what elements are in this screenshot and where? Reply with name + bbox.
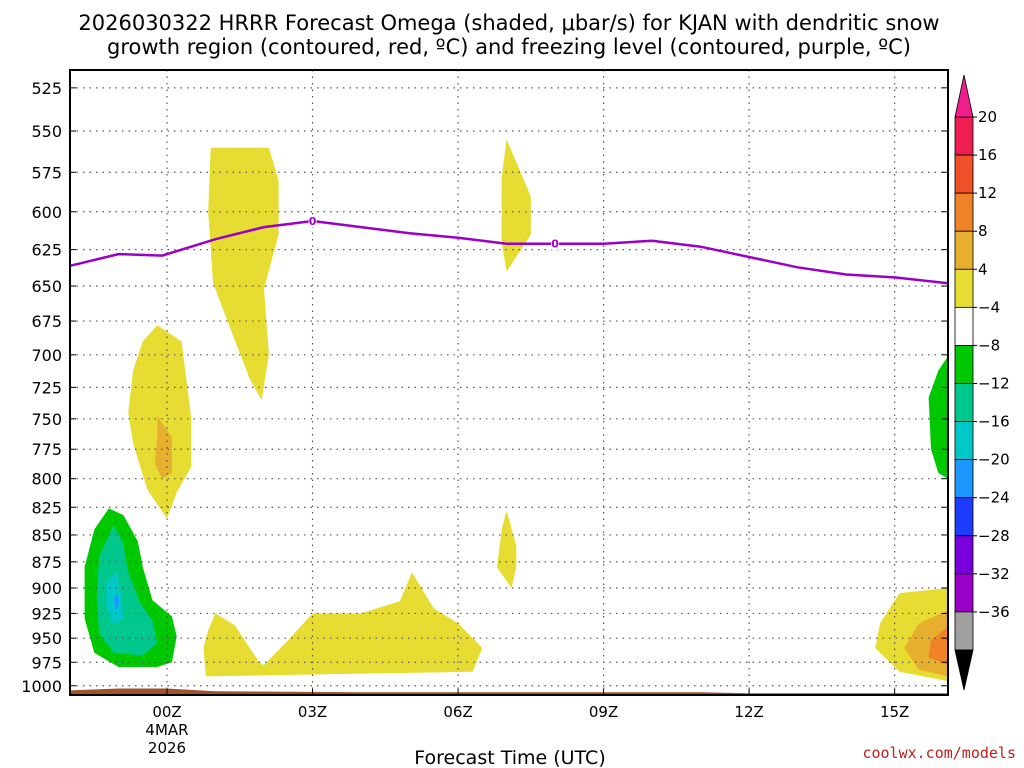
y-tick-label: 575 [31,163,62,182]
colorbar-label: −4 [978,298,1000,316]
omega-region-upward-core-peak [113,593,120,611]
y-tick-label: 600 [31,203,62,222]
colorbar-label: 4 [978,260,988,278]
colorbar-label: 20 [978,108,997,126]
freezing-level-line [69,219,949,285]
y-tick-label: 550 [31,122,62,141]
colorbar-swatch [954,573,974,613]
colorbar-bottom-triangle [954,649,974,691]
colorbar-swatch [954,497,974,537]
y-tick-label: 850 [31,526,62,545]
colorbar-swatch [954,154,974,194]
terrain-band [70,688,948,695]
colorbar-label: −20 [978,451,1010,469]
freezing-label-bg [551,237,560,250]
y-tick-label: 800 [31,470,62,489]
colorbar-swatch [954,116,974,156]
x-tick-label: 09Z [589,703,618,721]
y-tick-label: 825 [31,498,62,517]
chart-title-line1: 2026030322 HRRR Forecast Omega (shaded, … [78,11,939,35]
colorbar-label: −12 [978,375,1010,393]
omega-region-downward-left-upper-core [154,416,172,479]
omega-region-downward-sliver-07z [496,510,517,588]
x-tick-date: 4MAR [145,721,188,739]
x-tick-label: 00Z [152,703,181,721]
colorbar-label: −8 [978,336,1000,354]
colorbar-label: 8 [978,222,988,240]
x-tick-label: 15Z [880,703,909,721]
omega-region-downward-column-02z [208,147,279,401]
plot-area [70,139,948,695]
colorbar-swatch [954,192,974,232]
y-tick-label: 750 [31,410,62,429]
y-tick-label: 700 [31,346,62,365]
colorbar-swatch [954,459,974,499]
colorbar-label: −36 [978,603,1010,621]
freezing-level-label: 0 [309,215,317,228]
x-tick-label: 06Z [443,703,472,721]
y-axis: 525 550 575 600 625 650 675 700 725 750 775 800 825 8… [21,79,948,696]
freezing-level-label: 0 [551,238,559,251]
omega-region-downward-right-low-12 [928,626,948,666]
y-tick-label: 675 [31,312,62,331]
y-tick-label: 900 [31,579,62,598]
credit-text: coolwx.com/models [862,744,1016,762]
x-tick-label: 12Z [734,703,763,721]
y-tick-label: 525 [31,79,62,98]
y-tick-label: 925 [31,604,62,623]
omega-region-upward-right-edge [928,356,948,479]
colorbar-top-triangle [954,74,974,118]
omega-region-downward-column-07z [501,139,531,272]
y-tick-label: 725 [31,378,62,397]
colorbar-swatch [954,383,974,422]
y-tick-label: 875 [31,553,62,572]
colorbar-swatch [954,611,974,651]
colorbar-swatch [954,230,974,270]
x-axis-label: Forecast Time (UTC) [414,747,605,768]
colorbar-label: 16 [978,146,997,164]
colorbar-label: −24 [978,489,1010,507]
y-tick-label: 625 [31,241,62,260]
y-tick-label: 950 [31,629,62,648]
omega-region-downward-lowlevel-band [203,572,483,677]
colorbar-label: −16 [978,413,1010,431]
colorbar-label: −32 [978,565,1010,583]
y-tick-label: 1000 [21,677,62,696]
colorbar-swatch [954,345,974,384]
colorbar-swatch [954,306,974,346]
chart-title-line2: growth region (contoured, red, ºC) and f… [107,35,911,59]
y-tick-label: 775 [31,440,62,459]
colorbar-label: −28 [978,527,1010,545]
colorbar-swatch [954,535,974,575]
x-tick-year: 2026 [148,739,186,757]
y-tick-label: 650 [31,277,62,296]
colorbar-label: 12 [978,184,997,202]
plot-frame [69,69,949,696]
omega-region-upward-core-middle [96,525,158,656]
colorbar-swatch [954,268,974,308]
freezing-label-bg [308,214,317,227]
gridlines: 00 [69,70,949,695]
colorbar-swatch [954,421,974,461]
x-tick-label: 03Z [298,703,327,721]
colorbar: 20 16 12 8 4 −4 −8 −12 −16 −20 −24 −28 −32 −36 [954,74,1010,691]
y-tick-label: 975 [31,653,62,672]
